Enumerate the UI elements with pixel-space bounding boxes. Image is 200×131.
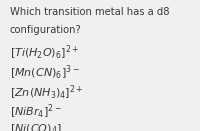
Text: $[NiBr_4]^{2-}$: $[NiBr_4]^{2-}$ — [10, 103, 62, 121]
Text: Which transition metal has a d8: Which transition metal has a d8 — [10, 7, 170, 17]
Text: $[Ti(H_2O)_6]^{2+}$: $[Ti(H_2O)_6]^{2+}$ — [10, 44, 79, 62]
Text: configuration?: configuration? — [10, 25, 82, 35]
Text: $[Ni(CO)_4]$: $[Ni(CO)_4]$ — [10, 122, 62, 131]
Text: $[Mn(CN)_6]^{3-}$: $[Mn(CN)_6]^{3-}$ — [10, 64, 80, 82]
Text: $[Zn(NH_3)_4]^{2+}$: $[Zn(NH_3)_4]^{2+}$ — [10, 83, 84, 102]
